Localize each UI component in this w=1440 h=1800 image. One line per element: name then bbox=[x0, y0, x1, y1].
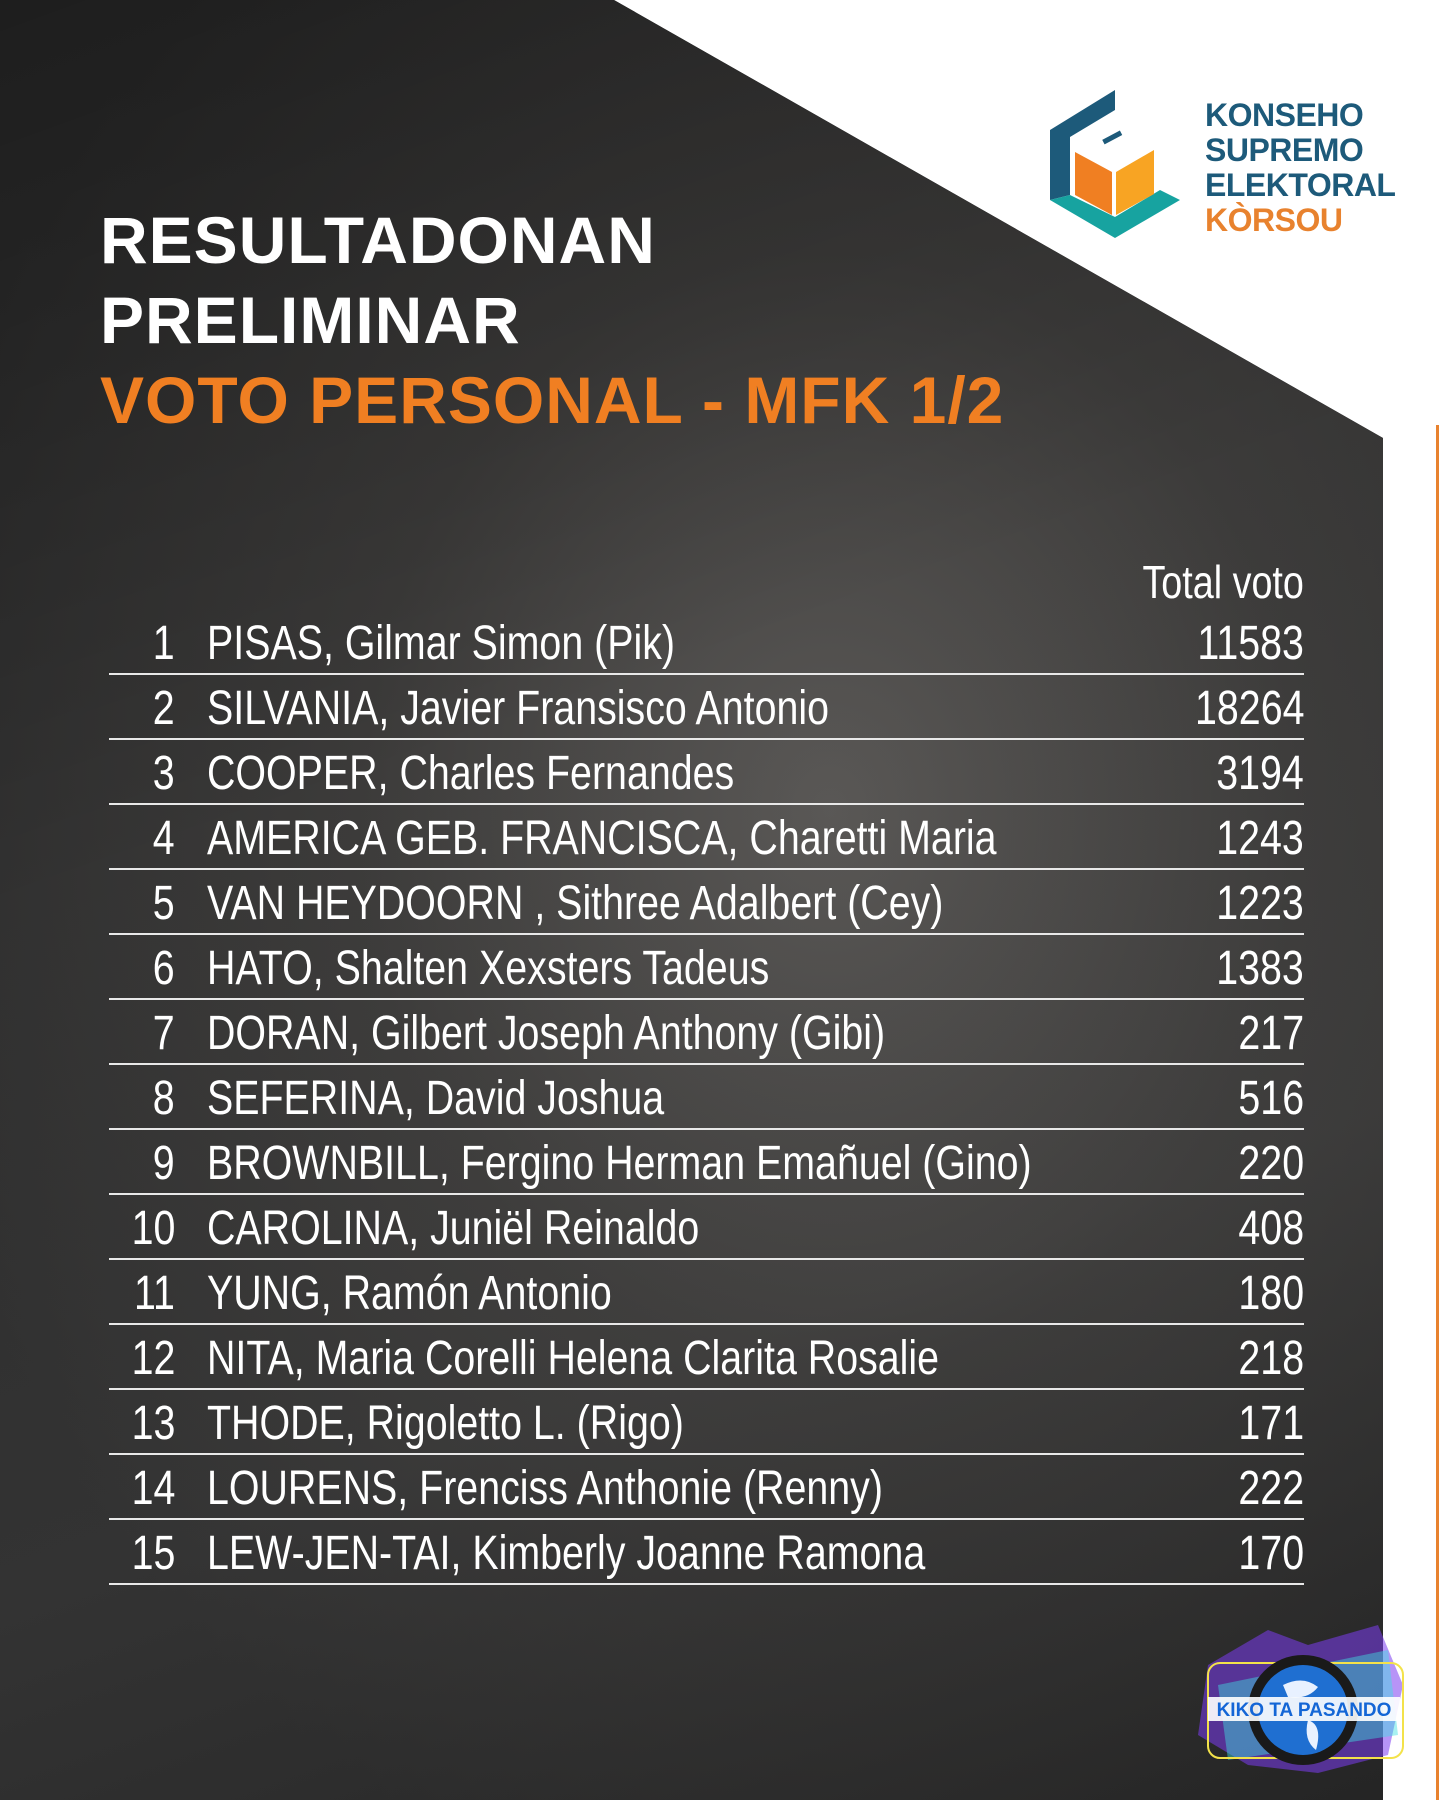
ballot-box-logo-icon bbox=[1050, 90, 1180, 238]
candidate-name: SEFERINA, David Joshua bbox=[207, 1072, 665, 1125]
accent-line bbox=[1436, 425, 1439, 1800]
page-title: RESULTADONAN PRELIMINAR VOTO PERSONAL - … bbox=[100, 200, 1004, 440]
column-header-label: Total voto bbox=[1142, 556, 1304, 608]
table-row: 8 SEFERINA, David Joshua 516 bbox=[109, 1065, 1304, 1130]
candidate-number: 6 bbox=[153, 942, 175, 995]
column-header-total-voto: Total voto bbox=[1107, 555, 1304, 609]
table-row: 2 SILVANIA, Javier Fransisco Antonio 18264 bbox=[109, 675, 1304, 740]
logo-line: KÒRSOU bbox=[1205, 202, 1343, 238]
candidate-number: 2 bbox=[153, 682, 175, 735]
vote-total: 171 bbox=[1238, 1397, 1304, 1450]
table-row: 11 YUNG, Ramón Antonio 180 bbox=[109, 1260, 1304, 1325]
logo-wordmark: KONSEHO SUPREMO ELEKTORAL KÒRSOU bbox=[1205, 97, 1396, 238]
candidate-number: 7 bbox=[153, 1007, 175, 1060]
table-row: 12 NITA, Maria Corelli Helena Clarita Ros… bbox=[109, 1325, 1304, 1390]
candidate-name: LOURENS, Frenciss Anthonie (Renny) bbox=[207, 1462, 883, 1515]
candidate-name: LEW-JEN-TAI, Kimberly Joanne Ramona bbox=[207, 1527, 926, 1580]
candidate-name: HATO, Shalten Xexsters Tadeus bbox=[207, 942, 770, 995]
watermark-text: KIKO TA PASANDO bbox=[1217, 1700, 1392, 1721]
candidate-number: 15 bbox=[131, 1527, 175, 1580]
candidate-number: 12 bbox=[131, 1332, 175, 1385]
vote-total: 1243 bbox=[1216, 812, 1304, 865]
table-row: 6 HATO, Shalten Xexsters Tadeus 1383 bbox=[109, 935, 1304, 1000]
table-row: 7 DORAN, Gilbert Joseph Anthony (Gibi) 217 bbox=[109, 1000, 1304, 1065]
candidate-name: SILVANIA, Javier Fransisco Antonio bbox=[207, 682, 830, 735]
vote-total: 217 bbox=[1238, 1007, 1304, 1060]
candidate-name: THODE, Rigoletto L. (Rigo) bbox=[207, 1397, 684, 1450]
candidate-number: 5 bbox=[153, 877, 175, 930]
vote-total: 1223 bbox=[1216, 877, 1304, 930]
candidate-number: 9 bbox=[153, 1137, 175, 1190]
title-line-2: PRELIMINAR bbox=[100, 283, 521, 357]
candidate-name: BROWNBILL, Fergino Herman Emañuel (Gino) bbox=[207, 1137, 1032, 1190]
candidate-number: 4 bbox=[153, 812, 175, 865]
candidate-name: NITA, Maria Corelli Helena Clarita Rosal… bbox=[207, 1332, 940, 1385]
vote-total: 516 bbox=[1238, 1072, 1304, 1125]
candidate-name: DORAN, Gilbert Joseph Anthony (Gibi) bbox=[207, 1007, 886, 1060]
vote-total: 408 bbox=[1238, 1202, 1304, 1255]
candidate-name: VAN HEYDOORN , Sithree Adalbert (Cey) bbox=[207, 877, 944, 930]
table-row: 13 THODE, Rigoletto L. (Rigo) 171 bbox=[109, 1390, 1304, 1455]
table-row: 4 AMERICA GEB. FRANCISCA, Charetti Maria 1… bbox=[109, 805, 1304, 870]
logo-line: SUPREMO bbox=[1205, 132, 1364, 168]
candidate-name: YUNG, Ramón Antonio bbox=[207, 1267, 612, 1320]
vote-total: 3194 bbox=[1216, 747, 1304, 800]
vote-total: 170 bbox=[1238, 1527, 1304, 1580]
candidate-number: 1 bbox=[153, 617, 175, 670]
table-row: 1 PISAS, Gilmar Simon (Pik) 11583 bbox=[109, 610, 1304, 675]
vote-total: 18264 bbox=[1194, 682, 1304, 735]
subtitle: VOTO PERSONAL - MFK 1/2 bbox=[100, 363, 1005, 437]
candidate-name: COOPER, Charles Fernandes bbox=[207, 747, 735, 800]
vote-total: 11583 bbox=[1197, 617, 1304, 670]
logo-line: KONSEHO bbox=[1205, 97, 1364, 133]
vote-total: 222 bbox=[1238, 1462, 1304, 1515]
table-row: 5 VAN HEYDOORN , Sithree Adalbert (Cey) 12… bbox=[109, 870, 1304, 935]
table-row: 10 CAROLINA, Juniël Reinaldo 408 bbox=[109, 1195, 1304, 1260]
table-row: 9 BROWNBILL, Fergino Herman Emañuel (Gino… bbox=[109, 1130, 1304, 1195]
results-table: 1 PISAS, Gilmar Simon (Pik) 11583 2 SILVANIA… bbox=[109, 610, 1304, 1585]
candidate-number: 3 bbox=[153, 747, 175, 800]
kiko-ta-pasando-watermark: KIKO TA PASANDO bbox=[1198, 1625, 1404, 1773]
vote-total: 220 bbox=[1238, 1137, 1304, 1190]
candidate-number: 14 bbox=[131, 1462, 175, 1515]
candidate-number: 13 bbox=[131, 1397, 175, 1450]
vote-total: 218 bbox=[1238, 1332, 1304, 1385]
title-line-1: RESULTADONAN bbox=[100, 203, 656, 277]
candidate-number: 11 bbox=[134, 1267, 175, 1320]
candidate-name: CAROLINA, Juniël Reinaldo bbox=[207, 1202, 700, 1255]
table-row: 14 LOURENS, Frenciss Anthonie (Renny) 222 bbox=[109, 1455, 1304, 1520]
vote-total: 1383 bbox=[1216, 942, 1304, 995]
table-row: 3 COOPER, Charles Fernandes 3194 bbox=[109, 740, 1304, 805]
logo-line: ELEKTORAL bbox=[1205, 167, 1396, 203]
candidate-number: 10 bbox=[131, 1202, 175, 1255]
candidate-name: AMERICA GEB. FRANCISCA, Charetti Maria bbox=[207, 812, 997, 865]
vote-total: 180 bbox=[1238, 1267, 1304, 1320]
candidate-name: PISAS, Gilmar Simon (Pik) bbox=[207, 617, 676, 670]
candidate-number: 8 bbox=[153, 1072, 175, 1125]
table-row: 15 LEW-JEN-TAI, Kimberly Joanne Ramona 170 bbox=[109, 1520, 1304, 1585]
